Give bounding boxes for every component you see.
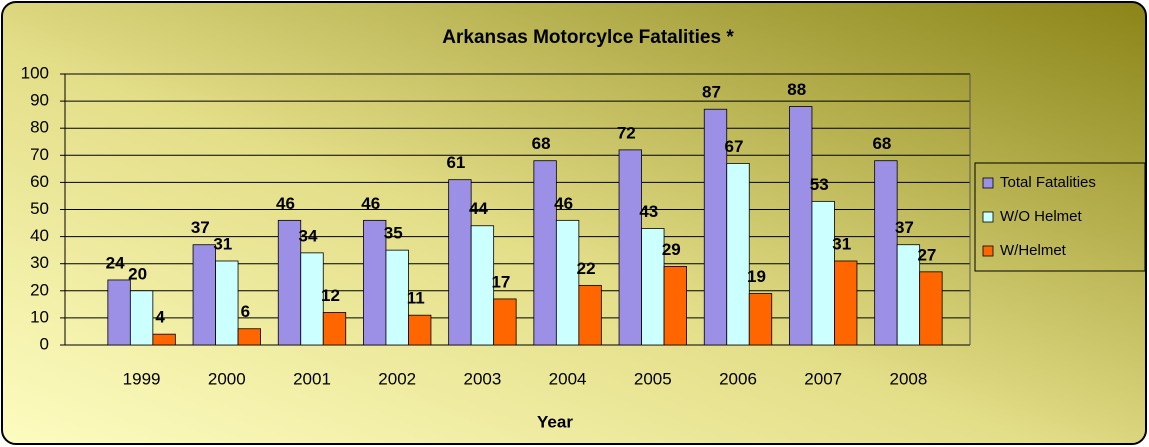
y-tick-label: 20	[30, 280, 49, 299]
x-tick-label: 2005	[634, 369, 672, 388]
bar	[152, 333, 176, 346]
bar	[748, 293, 773, 346]
bar	[215, 260, 239, 346]
bar	[703, 108, 728, 346]
legend-box	[974, 162, 1146, 272]
bar	[277, 219, 302, 346]
x-axis-title: Year	[537, 412, 573, 431]
bar	[789, 106, 813, 346]
value-label: 88	[787, 80, 806, 99]
value-label: 37	[191, 218, 210, 237]
bar	[493, 298, 517, 346]
legend-swatch	[982, 245, 994, 257]
y-tick-label: 100	[21, 63, 49, 82]
value-label: 43	[639, 202, 658, 221]
value-label: 17	[491, 272, 510, 291]
legend-swatch	[982, 177, 994, 189]
value-label: 31	[832, 234, 851, 253]
value-label: 61	[446, 153, 465, 172]
bar	[919, 271, 943, 346]
bar	[533, 160, 557, 346]
value-label: 72	[617, 123, 636, 142]
value-label: 68	[872, 134, 891, 153]
value-label: 19	[747, 267, 766, 286]
x-tick-label: 1999	[123, 369, 161, 388]
value-label: 67	[725, 137, 744, 156]
legend-label: W/Helmet	[1000, 242, 1067, 259]
bar	[555, 219, 580, 346]
bar	[834, 260, 858, 346]
x-tick-label: 2008	[889, 369, 927, 388]
value-label: 68	[532, 134, 551, 153]
value-label: 20	[128, 264, 147, 283]
x-tick-label: 2002	[378, 369, 416, 388]
y-tick-label: 50	[30, 199, 49, 218]
bar	[385, 249, 409, 346]
legend-swatch	[982, 211, 994, 223]
value-label: 11	[407, 289, 425, 308]
bar	[578, 284, 602, 346]
bar	[896, 244, 921, 346]
y-tick-label: 80	[30, 118, 49, 137]
value-label: 44	[469, 199, 488, 218]
x-tick-label: 2000	[208, 369, 246, 388]
value-label: 46	[361, 194, 380, 213]
y-tick-label: 70	[30, 145, 49, 164]
chart-title: Arkansas Motorcylce Fatalities *	[442, 27, 734, 48]
x-tick-label: 2007	[804, 369, 842, 388]
value-label: 35	[384, 224, 403, 243]
value-label: 34	[299, 226, 318, 245]
value-label: 87	[702, 83, 721, 102]
y-tick-label: 10	[30, 307, 49, 326]
x-tick-label: 2006	[719, 369, 757, 388]
bar	[618, 149, 642, 346]
value-label: 4	[155, 308, 165, 327]
bar	[811, 200, 835, 346]
y-tick-label: 0	[40, 334, 49, 353]
y-tick-label: 30	[30, 253, 49, 272]
value-label: 37	[895, 218, 914, 237]
value-label: 31	[213, 234, 232, 253]
bar	[129, 290, 154, 346]
y-tick-label: 90	[30, 91, 49, 110]
x-tick-label: 2003	[463, 369, 501, 388]
bar	[300, 252, 324, 346]
bar	[663, 266, 687, 346]
value-label: 46	[276, 194, 295, 213]
value-label: 6	[241, 302, 250, 321]
x-tick-label: 2001	[293, 369, 331, 388]
bar	[641, 228, 665, 346]
value-label: 29	[662, 240, 681, 259]
x-tick-label: 2004	[549, 369, 587, 388]
bar	[237, 328, 261, 346]
legend-label: Total Fatalities	[1000, 174, 1096, 191]
y-tick-label: 60	[30, 172, 49, 191]
y-tick-label: 40	[30, 226, 49, 245]
bar	[726, 163, 750, 346]
legend-label: W/O Helmet	[1000, 208, 1083, 225]
bar	[322, 312, 347, 346]
value-label: 22	[577, 259, 596, 278]
value-label: 53	[810, 175, 829, 194]
value-label: 12	[321, 286, 340, 305]
bar	[192, 244, 216, 346]
value-label: 46	[554, 194, 573, 213]
bar	[408, 314, 432, 346]
bar	[107, 279, 131, 346]
bar	[448, 179, 472, 346]
bar	[874, 160, 898, 346]
value-label: 24	[106, 253, 125, 272]
value-label: 27	[917, 245, 936, 264]
bar	[470, 225, 495, 346]
bar	[363, 219, 387, 346]
